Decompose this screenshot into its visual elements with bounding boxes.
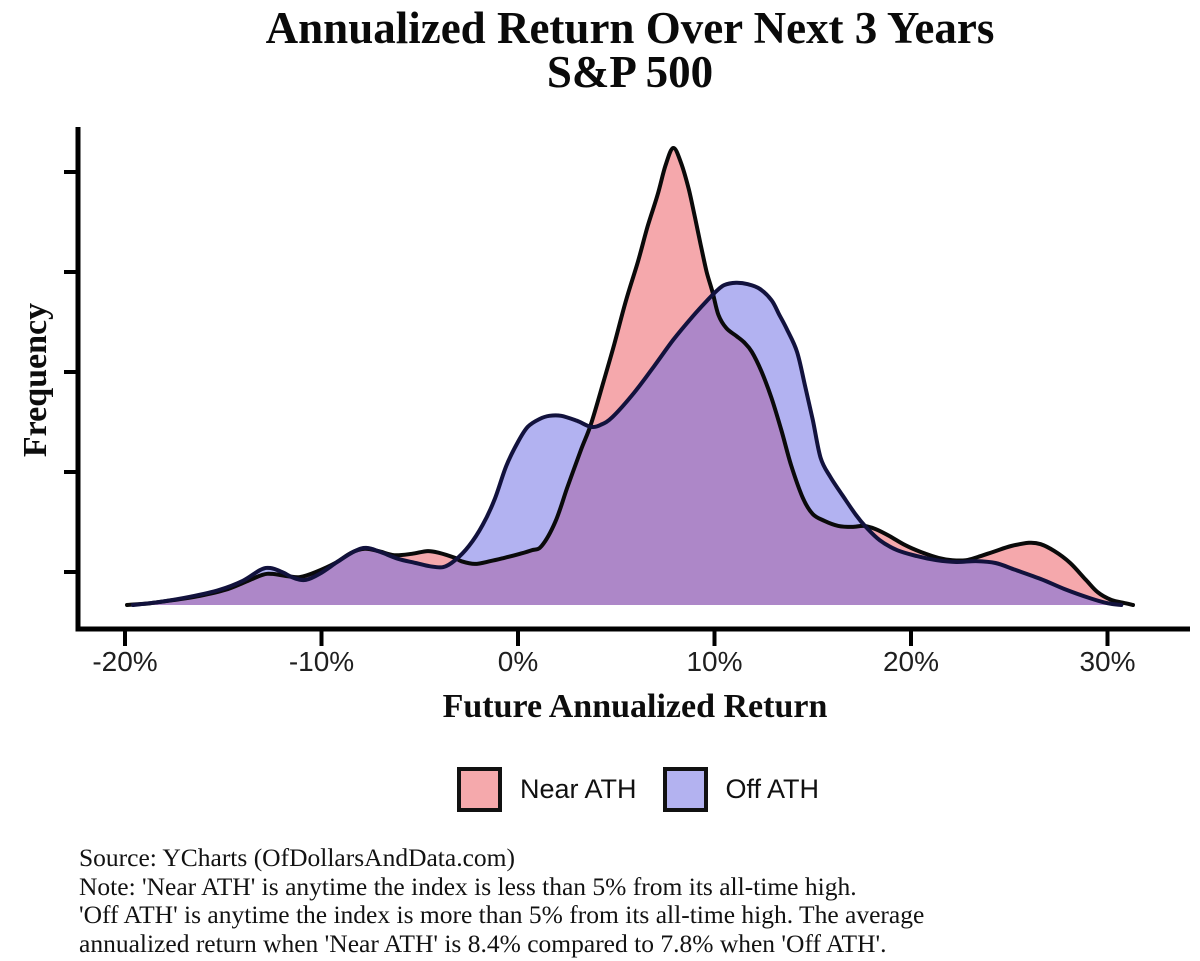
x-axis-title: Future Annualized Return — [442, 688, 828, 725]
axes — [64, 127, 1190, 646]
caption-note-line2: 'Off ATH' is anytime the index is more t… — [79, 900, 925, 929]
chart-title: Annualized Return Over Next 3 Years S&P … — [70, 3, 1190, 97]
near-ath-label: Near ATH — [519, 774, 637, 804]
legend-item-near-ath: Near ATH — [456, 767, 637, 812]
density-fills — [127, 147, 1133, 605]
x-tick-label: 10% — [686, 646, 742, 677]
off-ath-area — [132, 282, 1122, 605]
x-tick-label: 0% — [498, 646, 538, 677]
x-tick-label: 30% — [1079, 646, 1135, 677]
axis-lines — [75, 127, 1190, 632]
chart-title-line2: S&P 500 — [546, 47, 714, 97]
near-ath-swatch — [456, 767, 502, 812]
caption-note-line3: annualized return when 'Near ATH' is 8.4… — [79, 928, 887, 958]
density-outlines — [125, 146, 1135, 607]
caption: Source: YCharts (OfDollarsAndData.com) N… — [79, 843, 925, 958]
off-ath-curve — [130, 280, 1124, 607]
caption-note-line1: Note: 'Near ATH' is anytime the index is… — [79, 871, 857, 901]
off-ath-label: Off ATH — [725, 774, 820, 804]
x-tick-label: 20% — [883, 646, 939, 677]
y-axis-title: Frequency — [17, 302, 54, 458]
caption-source-line: Source: YCharts (OfDollarsAndData.com) — [79, 843, 515, 872]
chart-title-line1: Annualized Return Over Next 3 Years — [265, 3, 995, 53]
near-ath-area — [127, 147, 1133, 605]
legend: Near ATH Off ATH — [76, 767, 1200, 812]
x-tick-labels: -20% -10% 0% 10% 20% 30% — [92, 646, 1135, 677]
x-tick-label: -10% — [289, 646, 354, 677]
off-ath-swatch — [662, 767, 708, 812]
legend-item-off-ath: Off ATH — [662, 767, 820, 812]
x-tick-label: -20% — [92, 646, 157, 677]
